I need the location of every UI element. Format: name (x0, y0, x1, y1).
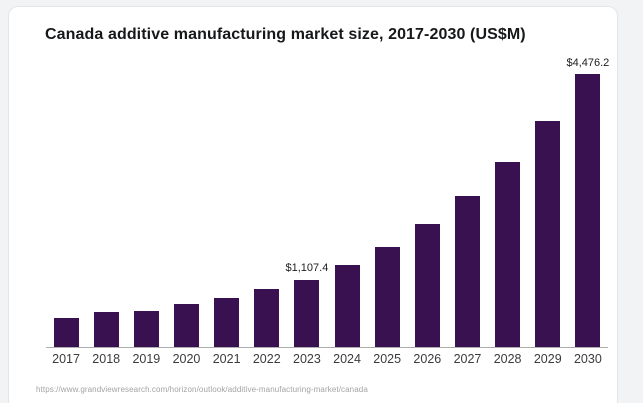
x-tick-label-2024: 2024 (333, 352, 361, 366)
bar-slot-2030: $4,476.2 (566, 57, 609, 347)
bar-2028 (495, 161, 521, 347)
bar-slot-2019 (126, 74, 166, 347)
bar-slot-2026 (407, 74, 447, 347)
x-tick-label-2026: 2026 (413, 352, 442, 366)
bar-slot-2027 (447, 74, 487, 347)
x-tick-label-2021: 2021 (212, 352, 241, 366)
bar-2021 (214, 297, 240, 347)
bar-2029 (535, 121, 561, 347)
bar-2018 (93, 312, 119, 347)
x-tick-label-2028: 2028 (493, 352, 522, 366)
bar-slot-2028 (488, 74, 528, 347)
bar-2022 (254, 289, 280, 347)
bar-slot-2020 (166, 74, 206, 347)
bar-slot-2024 (327, 74, 367, 347)
bar-2017 (53, 317, 79, 347)
x-tick-label-2019: 2019 (132, 352, 161, 366)
x-tick-label-2027: 2027 (453, 352, 482, 366)
bar-slot-2017 (46, 74, 86, 347)
x-tick-label-2030: 2030 (573, 352, 602, 366)
x-tick-label-2017: 2017 (52, 352, 80, 366)
source-url: https://www.grandviewresearch.com/horizo… (36, 385, 368, 394)
plot-area: $1,107.4 $4,476.2 (46, 57, 609, 348)
x-tick-label-2025: 2025 (373, 352, 402, 366)
bar-2027 (454, 196, 480, 347)
bar-slot-2018 (86, 74, 126, 347)
bar-2024 (334, 264, 360, 347)
bar-slot-2029 (528, 74, 568, 347)
x-tick-label-2029: 2029 (533, 352, 562, 366)
chart-title: Canada additive manufacturing market siz… (45, 26, 526, 43)
bar-2019 (133, 311, 159, 347)
x-tick-label-2018: 2018 (92, 352, 121, 366)
bar-2023 (294, 279, 320, 347)
bar-value-label-2030: $4,476.2 (566, 57, 610, 69)
chart-card: Canada additive manufacturing market siz… (8, 6, 618, 403)
bar-slot-2023: $1,107.4 (285, 74, 329, 347)
x-tick-label-2020: 2020 (172, 352, 201, 366)
bar-slot-2022 (247, 74, 287, 347)
bar-2030 (575, 74, 601, 347)
x-axis-labels: 2017 2018 2019 2020 2021 2022 2023 2024 2025 2026… (46, 352, 608, 366)
bar-slot-2025 (367, 74, 407, 347)
bar-slot-2021 (207, 74, 247, 347)
x-tick-label-2023: 2023 (293, 352, 321, 366)
bar-2020 (173, 304, 199, 347)
x-tick-label-2022: 2022 (252, 352, 281, 366)
bar-2026 (414, 223, 440, 347)
bar-2025 (374, 247, 400, 347)
bar-value-label-2023: $1,107.4 (285, 262, 329, 275)
